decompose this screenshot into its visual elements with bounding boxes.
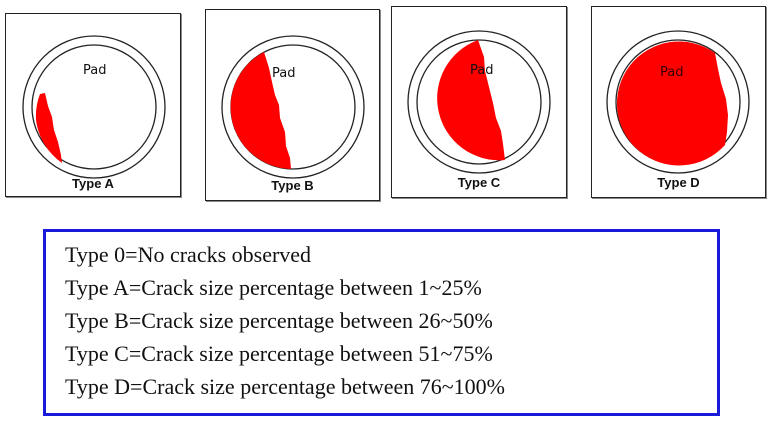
type-label-type-a: Type A (72, 176, 114, 191)
pad-diagram-type-b (221, 35, 365, 179)
type-label-type-b: Type B (271, 178, 314, 193)
crack-area-type-d (616, 41, 728, 166)
crack-area-type-a (35, 93, 62, 163)
panel-type-c: Pad Type C (391, 6, 567, 198)
panel-type-d: Pad Type D (591, 6, 766, 198)
pad-label-type-c: Pad (470, 63, 494, 78)
pad-diagram-type-c (407, 30, 551, 174)
legend-line-type-b: Type B=Crack size percentage between 26~… (65, 308, 493, 333)
panel-type-a: Pad Type A (5, 13, 181, 197)
legend-box: Type 0=No cracks observed Type A=Crack s… (43, 229, 720, 416)
type-label-type-c: Type C (457, 175, 501, 190)
pad-label-type-b: Pad (272, 66, 296, 81)
pad-diagram-type-a (22, 35, 166, 179)
pad-label-type-d: Pad (660, 65, 684, 80)
legend-line-type-a: Type A=Crack size percentage between 1~2… (65, 275, 482, 300)
panel-type-b: Pad Type B (205, 9, 380, 201)
pad-diagram-type-d (606, 30, 750, 174)
legend-line-type-0: Type 0=No cracks observed (65, 242, 312, 267)
crack-area-type-b (230, 52, 291, 169)
type-label-type-d: Type D (657, 175, 700, 190)
pad-label-type-a: Pad (83, 63, 107, 78)
legend-line-type-c: Type C=Crack size percentage between 51~… (65, 341, 493, 366)
crack-area-type-c (437, 40, 505, 161)
legend-line-type-d: Type D=Crack size percentage between 76~… (65, 374, 505, 399)
